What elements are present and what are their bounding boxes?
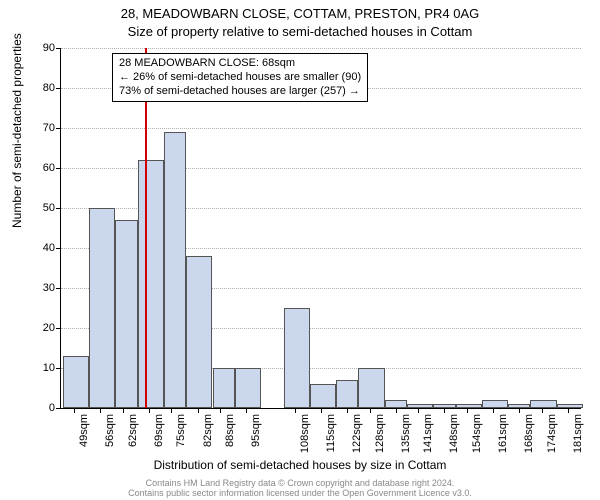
chart-title-line1: 28, MEADOWBARN CLOSE, COTTAM, PRESTON, P… [0, 6, 600, 21]
ytick-mark [56, 288, 61, 289]
xtick-mark [542, 408, 543, 413]
ytick-label: 70 [43, 122, 55, 134]
xtick-mark [370, 408, 371, 413]
xtick-label: 75sqm [175, 414, 187, 447]
xtick-label: 181sqm [572, 414, 584, 453]
xtick-mark [321, 408, 322, 413]
xtick-mark [519, 408, 520, 413]
xtick-mark [123, 408, 124, 413]
xtick-mark [149, 408, 150, 413]
ytick-label: 20 [43, 322, 55, 334]
ytick-mark [56, 368, 61, 369]
ytick-mark [56, 48, 61, 49]
histogram-bar [358, 368, 384, 408]
footer-line1: Contains HM Land Registry data © Crown c… [146, 478, 455, 488]
histogram-bar [310, 384, 336, 408]
xtick-mark [444, 408, 445, 413]
xtick-label: 135sqm [400, 414, 412, 453]
gridline [61, 48, 581, 49]
xtick-label: 108sqm [299, 414, 311, 453]
xtick-label: 141sqm [422, 414, 434, 453]
chart-container: 28, MEADOWBARN CLOSE, COTTAM, PRESTON, P… [0, 0, 600, 500]
annotation-line3: 73% of semi-detached houses are larger (… [119, 85, 360, 97]
chart-title-line2: Size of property relative to semi-detach… [0, 24, 600, 39]
xtick-label: 88sqm [224, 414, 236, 447]
xtick-mark [467, 408, 468, 413]
ytick-mark [56, 408, 61, 409]
histogram-bar [557, 404, 583, 408]
annotation-line2: ← 26% of semi-detached houses are smalle… [119, 71, 361, 83]
ytick-label: 0 [49, 402, 55, 414]
xtick-mark [396, 408, 397, 413]
histogram-bar [482, 400, 508, 408]
xtick-mark [418, 408, 419, 413]
histogram-bar [385, 400, 407, 408]
ytick-label: 10 [43, 362, 55, 374]
x-axis-label: Distribution of semi-detached houses by … [0, 458, 600, 472]
xtick-label: 128sqm [374, 414, 386, 453]
xtick-mark [198, 408, 199, 413]
xtick-label: 49sqm [78, 414, 90, 447]
ytick-mark [56, 128, 61, 129]
ytick-mark [56, 88, 61, 89]
histogram-bar [63, 356, 89, 408]
xtick-mark [246, 408, 247, 413]
ytick-mark [56, 208, 61, 209]
histogram-bar [186, 256, 212, 408]
xtick-mark [568, 408, 569, 413]
xtick-label: 69sqm [153, 414, 165, 447]
ytick-label: 90 [43, 42, 55, 54]
y-axis-label: Number of semi-detached properties [10, 33, 24, 228]
footer-line2: Contains public sector information licen… [128, 488, 472, 498]
ytick-mark [56, 328, 61, 329]
xtick-label: 148sqm [448, 414, 460, 453]
xtick-mark [493, 408, 494, 413]
ytick-mark [56, 168, 61, 169]
footer-credits: Contains HM Land Registry data © Crown c… [0, 478, 600, 498]
xtick-mark [220, 408, 221, 413]
xtick-mark [347, 408, 348, 413]
xtick-label: 56sqm [104, 414, 116, 447]
xtick-label: 122sqm [351, 414, 363, 453]
histogram-bar [115, 220, 137, 408]
ytick-label: 40 [43, 242, 55, 254]
xtick-mark [295, 408, 296, 413]
histogram-bar [235, 368, 261, 408]
histogram-bar [138, 160, 164, 408]
ytick-label: 60 [43, 162, 55, 174]
xtick-label: 154sqm [471, 414, 483, 453]
gridline [61, 128, 581, 129]
histogram-bar [407, 404, 433, 408]
xtick-label: 115sqm [325, 414, 337, 452]
xtick-mark [171, 408, 172, 413]
xtick-label: 161sqm [497, 414, 509, 453]
xtick-label: 82sqm [202, 414, 214, 447]
xtick-label: 174sqm [546, 414, 558, 453]
xtick-mark [74, 408, 75, 413]
annotation-box: 28 MEADOWBARN CLOSE: 68sqm ← 26% of semi… [112, 53, 368, 102]
ytick-label: 80 [43, 82, 55, 94]
histogram-bar [336, 380, 358, 408]
ytick-mark [56, 248, 61, 249]
xtick-label: 168sqm [523, 414, 535, 453]
histogram-bar [164, 132, 186, 408]
xtick-mark [100, 408, 101, 413]
histogram-bar [213, 368, 235, 408]
histogram-bar [530, 400, 556, 408]
histogram-bar [284, 308, 310, 408]
xtick-label: 95sqm [250, 414, 262, 447]
ytick-label: 30 [43, 282, 55, 294]
histogram-bar [89, 208, 115, 408]
annotation-line1: 28 MEADOWBARN CLOSE: 68sqm [119, 57, 295, 69]
xtick-label: 62sqm [127, 414, 139, 447]
histogram-bar [456, 404, 482, 408]
ytick-label: 50 [43, 202, 55, 214]
